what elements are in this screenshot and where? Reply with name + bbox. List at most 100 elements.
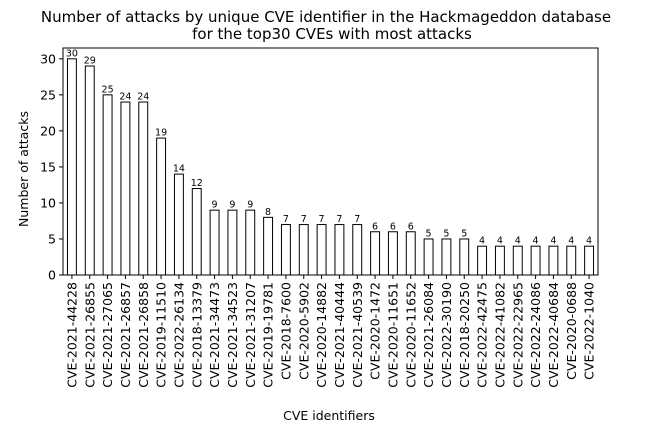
x-tick-label: CVE-2018-20250 <box>457 282 472 388</box>
x-tick-label: CVE-2022-40684 <box>546 282 561 388</box>
y-tick-label: 20 <box>40 123 56 138</box>
bar-data-label: 8 <box>265 207 271 218</box>
x-tick-label: CVE-2021-34523 <box>225 282 240 388</box>
x-axis-label: CVE identifiers <box>283 408 375 423</box>
y-tick-label: 30 <box>40 51 56 66</box>
x-tick-label: CVE-2021-31207 <box>243 282 258 388</box>
bar <box>84 65 95 276</box>
y-axis-label: Number of attacks <box>16 111 31 227</box>
bar-data-label: 14 <box>173 164 185 175</box>
bar <box>370 231 381 276</box>
x-tick-label: CVE-2018-7600 <box>278 282 293 380</box>
x-tick-label: CVE-2021-34473 <box>207 282 222 388</box>
x-tick-label: CVE-2020-0688 <box>564 282 579 380</box>
bar <box>494 245 505 276</box>
bar-data-label: 4 <box>550 236 556 247</box>
bar <box>459 238 470 276</box>
bar <box>423 238 434 276</box>
x-tick-label: CVE-2022-41082 <box>492 282 507 388</box>
y-tick-label: 15 <box>40 159 56 174</box>
bar <box>102 94 113 276</box>
bar <box>263 216 274 276</box>
x-tick-label: CVE-2021-26858 <box>136 282 151 388</box>
y-tick-label: 25 <box>40 87 56 102</box>
x-tick-label: CVE-2021-26084 <box>421 282 436 388</box>
bar-data-label: 4 <box>568 236 574 247</box>
x-tick-label: CVE-2022-22965 <box>510 282 525 388</box>
x-tick-label: CVE-2022-24086 <box>528 282 543 388</box>
bar-data-label: 4 <box>479 236 485 247</box>
bar-data-label: 24 <box>119 92 131 103</box>
y-tick-label: 10 <box>40 195 56 210</box>
x-tick-label: CVE-2020-14882 <box>314 282 329 388</box>
x-tick-label: CVE-2018-13379 <box>189 282 204 388</box>
bar <box>191 188 202 276</box>
y-tick-label: 0 <box>48 268 56 283</box>
bar-data-label: 7 <box>319 214 325 225</box>
x-tick-label: CVE-2020-5902 <box>296 282 311 380</box>
bar-data-label: 30 <box>66 48 78 59</box>
bar-data-label: 12 <box>191 178 203 189</box>
bar <box>530 245 541 276</box>
bar <box>120 101 131 276</box>
bar-data-label: 7 <box>336 214 342 225</box>
bar-data-label: 5 <box>443 228 449 239</box>
plot-frame <box>62 47 599 276</box>
bar-data-label: 24 <box>137 92 149 103</box>
bar <box>227 209 238 276</box>
bar <box>138 101 149 276</box>
bar <box>352 224 363 276</box>
bar <box>280 224 291 276</box>
bar <box>548 245 559 276</box>
bar <box>173 173 184 276</box>
x-tick-label: CVE-2022-26134 <box>171 282 186 388</box>
x-tick-label: CVE-2020-11652 <box>403 282 418 388</box>
chart-title: Number of attacks by unique CVE identifi… <box>41 8 611 26</box>
bar <box>477 245 488 276</box>
x-tick-label: CVE-2021-40444 <box>332 282 347 388</box>
bar-data-label: 5 <box>461 228 467 239</box>
bar-data-label: 7 <box>354 214 360 225</box>
plot-area: 30 CVE-2021-44228 29 CVE-2021-26855 25 CVE-20… <box>40 47 599 388</box>
bar <box>298 224 309 276</box>
bar <box>387 231 398 276</box>
x-tick-label: CVE-2019-11510 <box>154 282 169 388</box>
bar <box>334 224 345 276</box>
chart-subtitle: for the top30 CVEs with most attacks <box>192 25 472 43</box>
x-tick-label: CVE-2020-11651 <box>385 282 400 388</box>
bar-data-label: 6 <box>408 221 414 232</box>
bar-data-label: 4 <box>533 236 539 247</box>
bar <box>566 245 577 276</box>
bar <box>405 231 416 276</box>
x-tick-label: CVE-2022-1040 <box>582 282 597 380</box>
y-tick-label: 5 <box>48 231 56 246</box>
bar-data-label: 4 <box>497 236 503 247</box>
bar-data-label: 19 <box>155 128 167 139</box>
bar <box>441 238 452 276</box>
x-tick-label: CVE-2019-19781 <box>261 282 276 388</box>
bar-data-label: 9 <box>229 200 235 211</box>
bar-data-label: 29 <box>84 56 96 67</box>
x-tick-label: CVE-2021-40539 <box>350 282 365 388</box>
bar-data-label: 5 <box>426 228 432 239</box>
bar-data-label: 25 <box>102 84 114 95</box>
bar <box>66 58 77 276</box>
x-tick-label: CVE-2022-30190 <box>439 282 454 388</box>
bar-data-label: 6 <box>372 221 378 232</box>
x-tick-label: CVE-2021-26857 <box>118 282 133 388</box>
bar <box>584 245 595 276</box>
bar <box>156 137 167 276</box>
bar <box>209 209 220 276</box>
bar-data-label: 7 <box>301 214 307 225</box>
x-tick-label: CVE-2021-44228 <box>64 282 79 388</box>
bar-data-label: 7 <box>283 214 289 225</box>
bar <box>316 224 327 276</box>
x-tick-label: CVE-2020-1472 <box>368 282 383 380</box>
x-tick-label: CVE-2021-26855 <box>82 282 97 388</box>
bar-data-label: 4 <box>586 236 592 247</box>
bar-data-label: 9 <box>247 200 253 211</box>
x-tick-label: CVE-2022-42475 <box>475 282 490 388</box>
bar-data-label: 6 <box>390 221 396 232</box>
bar-data-label: 4 <box>515 236 521 247</box>
